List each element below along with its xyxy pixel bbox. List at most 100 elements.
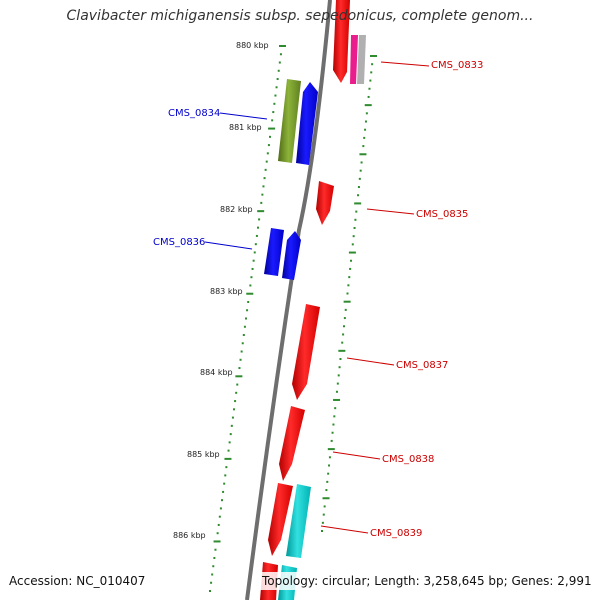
- scale-tick: [352, 235, 355, 238]
- gene-label[interactable]: CMS_0833: [431, 60, 483, 71]
- scale-tick: [227, 449, 230, 452]
- kbp-label: 885 kbp: [187, 450, 220, 459]
- scale-tick: [263, 177, 266, 180]
- scale-tick: [344, 308, 347, 311]
- leader-line: [332, 451, 381, 460]
- scale-tick: [364, 128, 367, 131]
- scale-tick: [214, 548, 217, 551]
- scale-tick: [351, 243, 354, 246]
- map-title: Clavibacter michiganensis subsp. sepedon…: [66, 8, 534, 24]
- gene-arrow-reverse[interactable]: [333, 0, 350, 83]
- gene-label[interactable]: CMS_0834: [168, 108, 220, 119]
- scale-tick: [360, 161, 363, 164]
- scale-tick: [369, 79, 372, 82]
- gene-arrow-forward[interactable]: [282, 231, 301, 280]
- scale-tick: [358, 177, 361, 180]
- scale-tick: [272, 111, 275, 114]
- scale-tick: [335, 390, 338, 393]
- gene-label[interactable]: CMS_0836: [153, 237, 205, 248]
- scale-tick: [223, 482, 226, 485]
- scale-tick: [333, 415, 336, 418]
- gene-label[interactable]: CMS_0839: [370, 528, 422, 539]
- kbp-label: 883 kbp: [210, 287, 243, 296]
- scale-tick: [336, 382, 339, 385]
- scale-tick: [213, 556, 216, 559]
- scale-tick: [251, 267, 254, 270]
- scale-tick: [279, 53, 282, 56]
- scale-tick: [212, 565, 215, 568]
- leader-line: [380, 61, 430, 67]
- scale-tick: [243, 325, 246, 328]
- scale-tick: [354, 218, 357, 221]
- leader-line: [320, 525, 369, 534]
- scale-tick: [273, 102, 276, 105]
- scale-tick: [230, 424, 233, 427]
- scale-tick: [211, 573, 214, 576]
- gene-arrow-forward[interactable]: [278, 79, 301, 163]
- scale-tick: [322, 513, 325, 516]
- gene-arrow-forward[interactable]: [296, 82, 318, 165]
- scale-tick: [261, 193, 264, 196]
- scale-tick: [333, 398, 341, 401]
- scale-tick: [253, 251, 256, 254]
- scale-tick: [225, 466, 228, 469]
- scale-tick: [325, 489, 328, 492]
- gene-arrow-forward[interactable]: [286, 484, 311, 558]
- scale-ticks: [209, 45, 377, 592]
- gene-label[interactable]: CMS_0838: [382, 454, 434, 465]
- topology-text: Topology: circular; Length: 3,258,645 bp…: [258, 572, 596, 590]
- gene-arrow-reverse[interactable]: [279, 406, 305, 481]
- scale-tick: [368, 87, 371, 90]
- scale-tick: [364, 104, 372, 107]
- scale-tick: [328, 464, 331, 467]
- scale-tick: [371, 63, 374, 66]
- scale-tick: [255, 234, 258, 237]
- scale-tick: [249, 284, 252, 287]
- scale-tick: [364, 120, 367, 123]
- scale-tick: [346, 292, 349, 295]
- scale-tick: [252, 259, 255, 262]
- scale-tick: [326, 480, 329, 483]
- scale-tick: [268, 127, 276, 130]
- scale-tick: [354, 202, 362, 205]
- kbp-label: 882 kbp: [220, 205, 253, 214]
- scale-tick: [330, 439, 333, 442]
- scale-tick: [279, 45, 286, 47]
- scale-tick: [247, 300, 250, 303]
- gene-arrow-reverse[interactable]: [316, 181, 334, 225]
- scale-tick: [359, 153, 367, 156]
- scale-tick: [348, 251, 356, 254]
- scale-tick: [257, 226, 259, 229]
- gene-label[interactable]: CMS_0835: [416, 209, 468, 220]
- gene-arrow-forward[interactable]: [264, 228, 284, 276]
- scale-tick: [229, 433, 232, 436]
- scale-tick: [222, 490, 225, 493]
- scale-tick: [370, 71, 373, 74]
- scale-tick: [347, 284, 350, 287]
- scale-tick: [246, 309, 249, 312]
- scale-tick: [328, 456, 331, 459]
- scale-tick: [235, 391, 238, 394]
- accession-text: Accession: NC_010407: [9, 574, 146, 588]
- leader-line: [204, 241, 253, 250]
- leader-line: [346, 357, 395, 366]
- kbp-label: 884 kbp: [200, 368, 233, 377]
- scale-tick: [277, 69, 280, 72]
- scale-tick: [357, 186, 360, 189]
- gene-arrow-reverse[interactable]: [350, 35, 358, 84]
- scale-tick: [250, 276, 253, 279]
- gene-label[interactable]: CMS_0837: [396, 360, 448, 371]
- scale-tick: [265, 160, 268, 163]
- scale-tick: [275, 86, 278, 89]
- scale-tick: [327, 448, 335, 451]
- scale-tick: [342, 333, 345, 336]
- gene-arrow-reverse[interactable]: [268, 483, 293, 556]
- scale-tick: [233, 408, 235, 411]
- scale-tick: [370, 55, 377, 57]
- scale-tick: [224, 457, 232, 460]
- gene-arrow-reverse[interactable]: [357, 35, 366, 84]
- gene-arrow-reverse[interactable]: [292, 304, 320, 400]
- scale-tick: [239, 358, 242, 361]
- scale-tick: [218, 515, 221, 518]
- scale-tick: [321, 530, 323, 532]
